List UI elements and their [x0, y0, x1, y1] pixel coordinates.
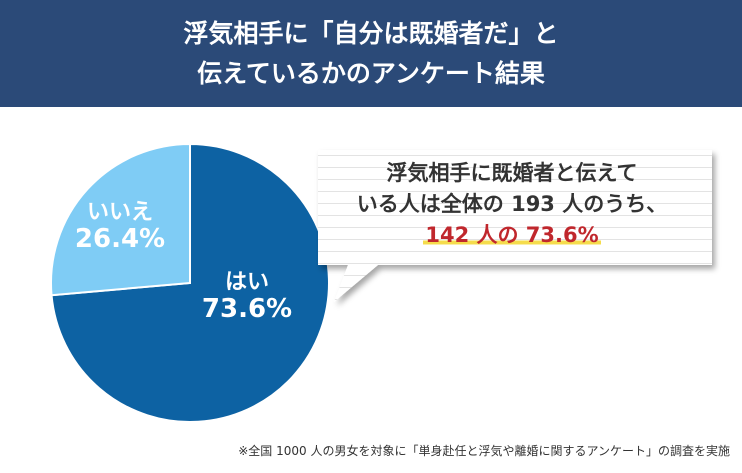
slice-label-no: いいえ: [86, 200, 153, 225]
pie-chart: [50, 142, 330, 423]
pie-label-yes: はい 73.6%: [192, 270, 302, 325]
page-title: 浮気相手に「自分は既婚者だ」と 伝えているかのアンケート結果: [0, 14, 742, 94]
chart-area: [50, 142, 712, 423]
header-banner: 浮気相手に「自分は既婚者だ」と 伝えているかのアンケート結果: [0, 0, 742, 107]
callout-line-2: いる人は全体の 193 人のうち、: [356, 192, 668, 216]
title-line-2: 伝えているかのアンケート結果: [197, 59, 545, 88]
slice-percent-no: 26.4%: [74, 224, 166, 255]
slice-percent-yes: 73.6%: [201, 294, 293, 325]
pie-slice-no: [50, 142, 191, 297]
pie-label-no: いいえ 26.4%: [60, 200, 180, 255]
callout-line-3: 142 人の 73.6%: [322, 220, 702, 251]
title-line-1: 浮気相手に「自分は既婚者だ」と: [183, 19, 559, 48]
slice-label-yes: はい: [224, 270, 269, 295]
footnote: ※全国 1000 人の男女を対象に「単身赴任と浮気や離婚に関するアンケート」の調…: [238, 444, 730, 458]
callout-text: 浮気相手に既婚者と伝えて いる人は全体の 193 人のうち、 142 人の 73…: [322, 158, 702, 251]
callout-line-1: 浮気相手に既婚者と伝えて: [386, 161, 638, 185]
callout-highlight-text: 142 人の 73.6%: [423, 223, 601, 247]
